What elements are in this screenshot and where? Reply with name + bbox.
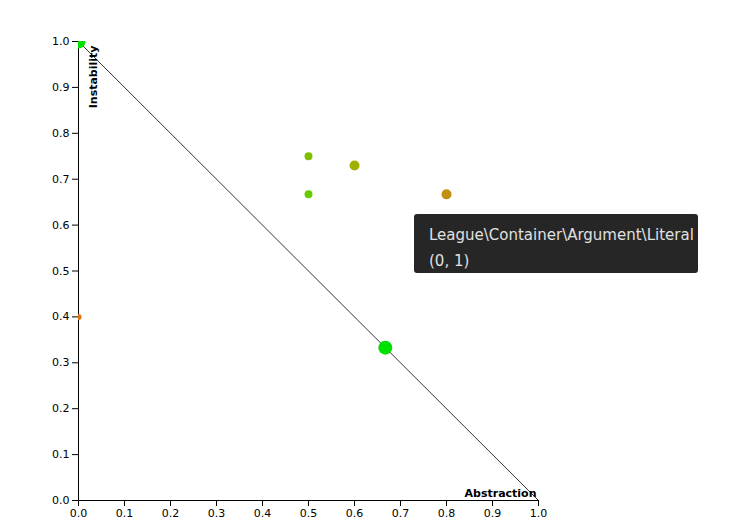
- svg-text:1.0: 1.0: [52, 35, 70, 48]
- svg-text:0.0: 0.0: [52, 494, 70, 507]
- svg-text:0.7: 0.7: [392, 507, 410, 520]
- svg-text:0.0: 0.0: [70, 507, 88, 520]
- svg-text:0.8: 0.8: [438, 507, 456, 520]
- svg-text:0.2: 0.2: [162, 507, 180, 520]
- svg-text:Abstraction: Abstraction: [465, 487, 537, 500]
- svg-text:0.5: 0.5: [52, 265, 70, 278]
- svg-text:0.9: 0.9: [484, 507, 502, 520]
- html-text:(0, 1): (0, 1): [429, 252, 470, 270]
- svg-text:0.2: 0.2: [52, 402, 70, 415]
- html-text:League\Container\Argument\Lite: League\Container\Argument\Literal: [429, 226, 694, 244]
- svg-text:Instability: Instability: [87, 46, 100, 109]
- svg-text:0.3: 0.3: [52, 356, 70, 369]
- svg-text:0.3: 0.3: [208, 507, 226, 520]
- svg-text:0.8: 0.8: [52, 127, 70, 140]
- svg-text:0.1: 0.1: [116, 507, 134, 520]
- svg-text:0.7: 0.7: [52, 173, 70, 186]
- svg-text:1.0: 1.0: [530, 507, 548, 520]
- svg-text:0.4: 0.4: [254, 507, 272, 520]
- svg-text:0.5: 0.5: [300, 507, 318, 520]
- svg-text:0.9: 0.9: [52, 81, 70, 94]
- svg-text:0.1: 0.1: [52, 448, 70, 461]
- svg-text:0.6: 0.6: [52, 219, 70, 232]
- svg-text:0.4: 0.4: [52, 310, 70, 323]
- svg-text:0.6: 0.6: [346, 507, 364, 520]
